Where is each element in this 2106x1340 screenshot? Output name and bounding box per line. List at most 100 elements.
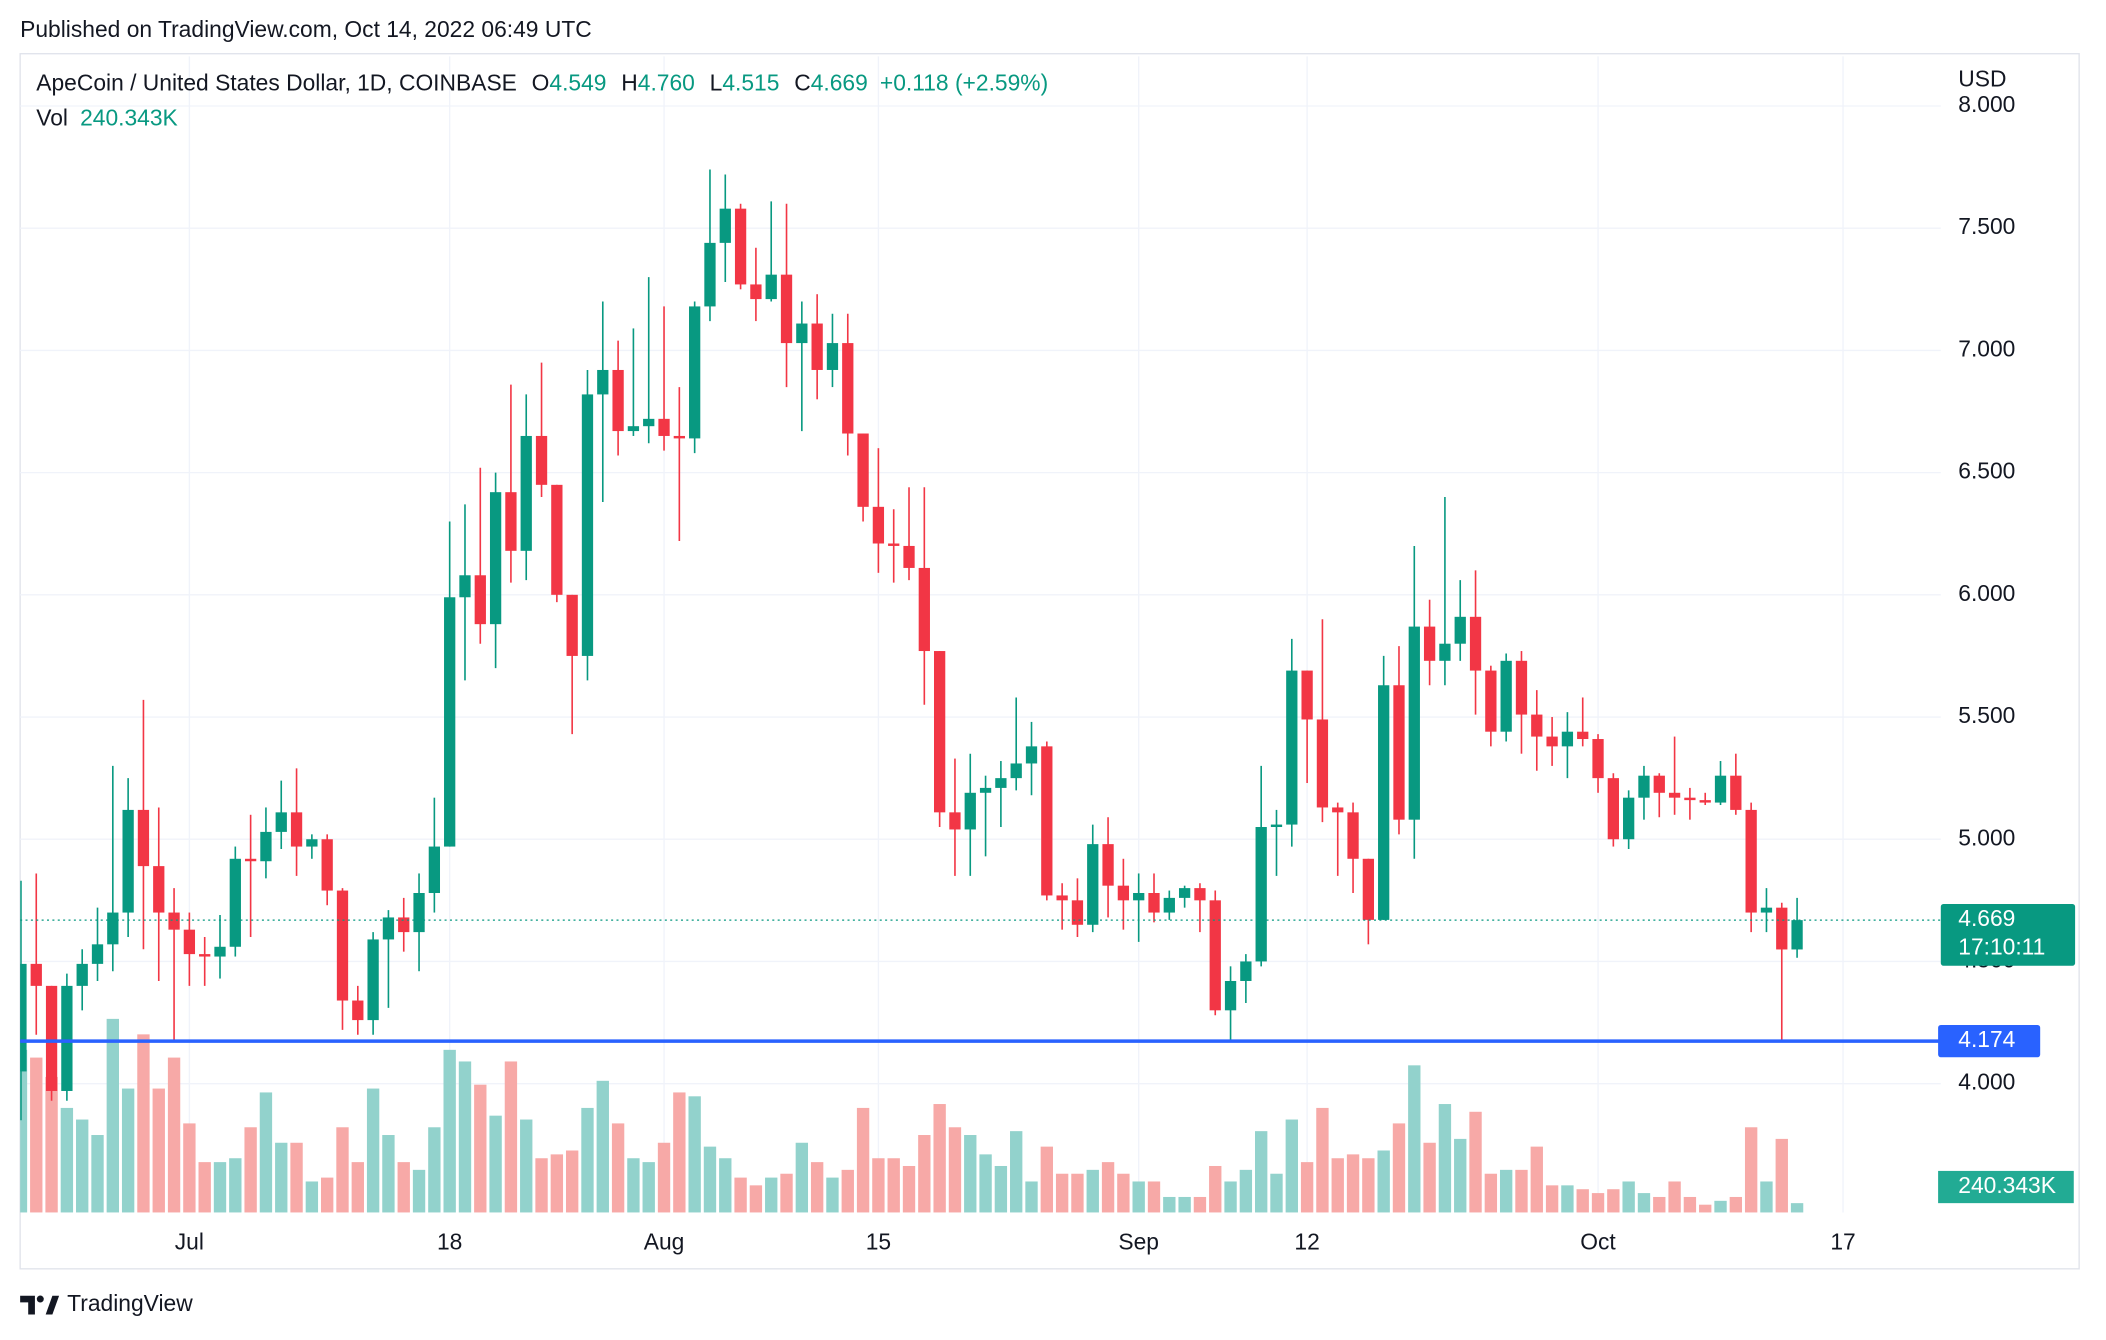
y-tick-label: 7.000 xyxy=(1958,335,2015,361)
candle-body xyxy=(581,394,594,656)
candle-body xyxy=(1408,626,1420,820)
volume-bar xyxy=(1760,1181,1773,1213)
candle-body xyxy=(842,343,854,434)
volume-bar xyxy=(979,1154,992,1213)
legend-field-label: O xyxy=(532,70,550,96)
x-tick-label: 17 xyxy=(1830,1228,1855,1254)
candle-body xyxy=(91,944,104,964)
volume-bar xyxy=(535,1158,548,1213)
volume-bar xyxy=(336,1127,349,1213)
candle-body xyxy=(796,323,808,344)
candle-body xyxy=(1730,775,1742,810)
volume-bar xyxy=(167,1057,181,1213)
volume-bar xyxy=(1668,1181,1681,1213)
candle-body xyxy=(734,208,747,285)
candle-body xyxy=(1270,824,1283,828)
candle-body xyxy=(689,306,701,439)
candle-body xyxy=(1592,739,1604,779)
candle-body xyxy=(1623,797,1635,840)
candle-body xyxy=(275,812,287,832)
volume-bar xyxy=(1699,1204,1712,1213)
y-tick-label: 4.000 xyxy=(1958,1069,2015,1095)
volume-bar xyxy=(412,1169,426,1213)
candle-body xyxy=(566,594,578,656)
volume-bar xyxy=(734,1177,747,1213)
legend-field-label: C xyxy=(794,70,810,96)
volume-bar xyxy=(673,1092,686,1213)
candle-body xyxy=(1117,885,1130,901)
candle-body xyxy=(1776,907,1788,950)
volume-bar xyxy=(1499,1169,1513,1213)
footer-brand: TradingView xyxy=(67,1290,193,1316)
volume-bar xyxy=(826,1177,839,1213)
volume-legend: Vol 240.343K xyxy=(36,105,178,131)
candle-body xyxy=(1332,807,1344,813)
volume-bar xyxy=(1408,1065,1421,1213)
volume-bar xyxy=(443,1049,456,1213)
candle-body xyxy=(352,1000,364,1021)
x-tick-label: Jul xyxy=(175,1228,204,1254)
candle-body xyxy=(20,963,27,1072)
candle-body xyxy=(903,545,915,568)
volume-bar xyxy=(765,1177,778,1213)
volume-bar xyxy=(397,1162,410,1213)
candle-body xyxy=(459,575,471,598)
candle-body xyxy=(76,963,88,986)
candle-body xyxy=(1133,893,1145,901)
level-box xyxy=(1938,1025,2041,1058)
candle-body xyxy=(811,323,823,370)
candle-body xyxy=(489,492,502,625)
volume-bar xyxy=(244,1127,257,1213)
volume-bar xyxy=(520,1119,533,1213)
candle-body xyxy=(1163,897,1175,913)
candle-body xyxy=(888,543,900,546)
candle-body xyxy=(597,369,609,395)
x-tick-label: 15 xyxy=(866,1228,891,1254)
grid xyxy=(20,56,1941,1213)
y-tick-label: 6.000 xyxy=(1958,580,2015,606)
volume-bar xyxy=(1729,1196,1743,1213)
volume-bar xyxy=(275,1142,288,1213)
candle-body xyxy=(1546,736,1558,747)
volume-bar xyxy=(1346,1154,1360,1213)
volume-bar xyxy=(1147,1181,1161,1213)
volume-bar xyxy=(1285,1119,1298,1213)
volume-bar xyxy=(964,1135,977,1213)
candles xyxy=(20,169,1803,1121)
candle-body xyxy=(995,778,1007,788)
axes: 4.0004.5005.0005.5006.0006.5007.0007.500… xyxy=(175,91,2016,1254)
legend: ApeCoin / United States Dollar, 1D, COIN… xyxy=(36,70,1048,96)
volume-bar xyxy=(1607,1189,1620,1213)
volume-bar xyxy=(948,1127,962,1213)
volume-bar xyxy=(1622,1181,1635,1213)
volume-bar xyxy=(1790,1203,1804,1213)
volume-bar xyxy=(1331,1158,1344,1213)
candle-body xyxy=(1469,616,1482,671)
volume-bar xyxy=(1438,1104,1452,1213)
candle-body xyxy=(949,812,961,830)
volume-bar xyxy=(458,1061,472,1213)
candle-body xyxy=(61,985,73,1091)
last-price-box xyxy=(1940,904,2076,966)
candle-body xyxy=(1362,858,1375,920)
candle-body xyxy=(214,946,226,957)
candle-body xyxy=(428,846,441,894)
candle-body xyxy=(1745,809,1757,913)
y-tick-label: 7.500 xyxy=(1958,213,2015,239)
volume-bar xyxy=(611,1123,625,1213)
candle-body xyxy=(321,839,333,891)
footer-logo xyxy=(20,1295,60,1315)
candle-body xyxy=(964,792,976,830)
volume-bar xyxy=(1484,1173,1498,1213)
candle-body xyxy=(551,484,563,595)
candle-body xyxy=(1224,980,1237,1011)
candle-body xyxy=(1423,626,1436,661)
volume-bar xyxy=(366,1088,380,1213)
candle-body xyxy=(1378,685,1390,920)
volume-value: 240.343K xyxy=(80,105,178,131)
candle-body xyxy=(673,435,685,439)
candle-body xyxy=(290,812,303,847)
volume-bar xyxy=(795,1142,809,1213)
volume-bar xyxy=(1423,1142,1436,1213)
x-tick-label: Sep xyxy=(1118,1228,1159,1254)
